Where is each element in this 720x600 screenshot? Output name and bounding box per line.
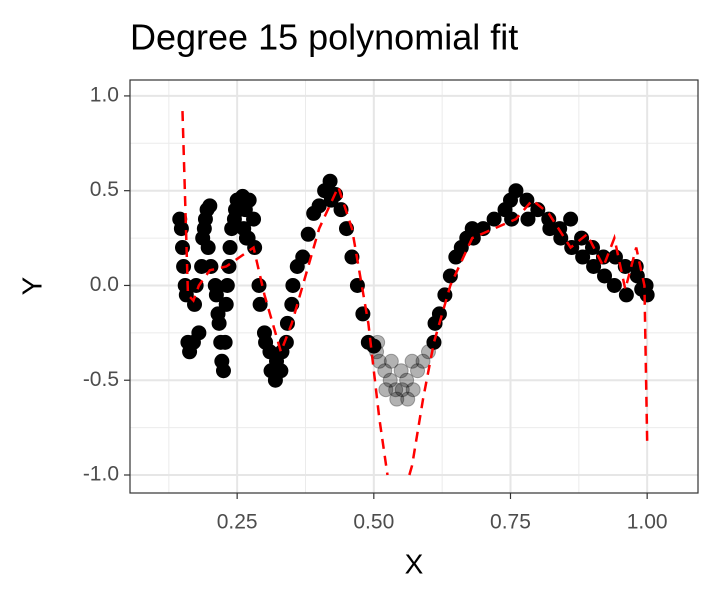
fit-line bbox=[408, 198, 649, 476]
point bbox=[377, 363, 393, 379]
y-tick-label: 1.0 bbox=[90, 83, 119, 106]
point bbox=[563, 211, 579, 227]
point bbox=[586, 259, 602, 275]
y-tick-label: 0.0 bbox=[90, 273, 119, 296]
point bbox=[382, 372, 398, 388]
axes: 0.25 0.50 0.75 1.00 -1.0 -0.5 0.0 0.5 1.0 bbox=[83, 83, 668, 533]
point bbox=[200, 240, 216, 256]
point bbox=[405, 382, 421, 398]
point bbox=[389, 391, 405, 407]
x-axis-label: X bbox=[405, 548, 424, 579]
grid bbox=[130, 80, 698, 493]
point bbox=[273, 363, 289, 379]
point bbox=[252, 296, 268, 312]
point bbox=[246, 211, 262, 227]
point bbox=[393, 363, 409, 379]
point bbox=[415, 353, 431, 369]
y-tick-label: -0.5 bbox=[83, 368, 119, 391]
point bbox=[191, 325, 207, 341]
point bbox=[344, 249, 360, 265]
panel-border bbox=[129, 79, 699, 494]
point bbox=[218, 296, 234, 312]
point bbox=[355, 306, 371, 322]
point bbox=[208, 287, 224, 303]
point bbox=[188, 277, 204, 293]
point bbox=[378, 382, 394, 398]
chart-title: Degree 15 polynomial fit bbox=[130, 17, 518, 58]
y-tick-label: 0.5 bbox=[90, 178, 119, 201]
y-tick-label: -1.0 bbox=[83, 463, 119, 486]
point bbox=[211, 315, 227, 331]
point bbox=[202, 198, 218, 214]
marks bbox=[172, 111, 655, 476]
point bbox=[241, 192, 257, 208]
x-tick-label: 0.50 bbox=[353, 511, 394, 534]
point bbox=[629, 268, 645, 284]
point bbox=[285, 277, 301, 293]
point bbox=[410, 363, 426, 379]
point bbox=[606, 277, 622, 293]
point bbox=[251, 277, 267, 293]
point bbox=[426, 334, 442, 350]
point bbox=[215, 363, 231, 379]
point bbox=[311, 198, 327, 214]
point bbox=[575, 249, 591, 265]
point bbox=[597, 268, 613, 284]
x-tick-label: 0.25 bbox=[217, 511, 258, 534]
point bbox=[607, 249, 623, 265]
point bbox=[388, 382, 404, 398]
point bbox=[431, 306, 447, 322]
point bbox=[638, 277, 654, 293]
x-tick-label: 0.75 bbox=[490, 511, 531, 534]
point bbox=[219, 277, 235, 293]
point bbox=[400, 391, 416, 407]
x-tick-label: 1.00 bbox=[627, 511, 668, 534]
point bbox=[520, 211, 536, 227]
point bbox=[322, 173, 338, 189]
point bbox=[349, 277, 365, 293]
point bbox=[508, 183, 524, 199]
point bbox=[222, 240, 238, 256]
point bbox=[404, 353, 420, 369]
point bbox=[370, 334, 386, 350]
point bbox=[618, 287, 634, 303]
point bbox=[203, 259, 219, 275]
point bbox=[217, 334, 233, 350]
fit-line bbox=[181, 111, 389, 476]
point bbox=[486, 211, 502, 227]
y-axis-label: Y bbox=[16, 276, 47, 295]
point bbox=[383, 353, 399, 369]
point bbox=[300, 226, 316, 242]
point bbox=[394, 382, 410, 398]
point bbox=[399, 372, 415, 388]
point bbox=[295, 249, 311, 265]
point bbox=[504, 211, 520, 227]
